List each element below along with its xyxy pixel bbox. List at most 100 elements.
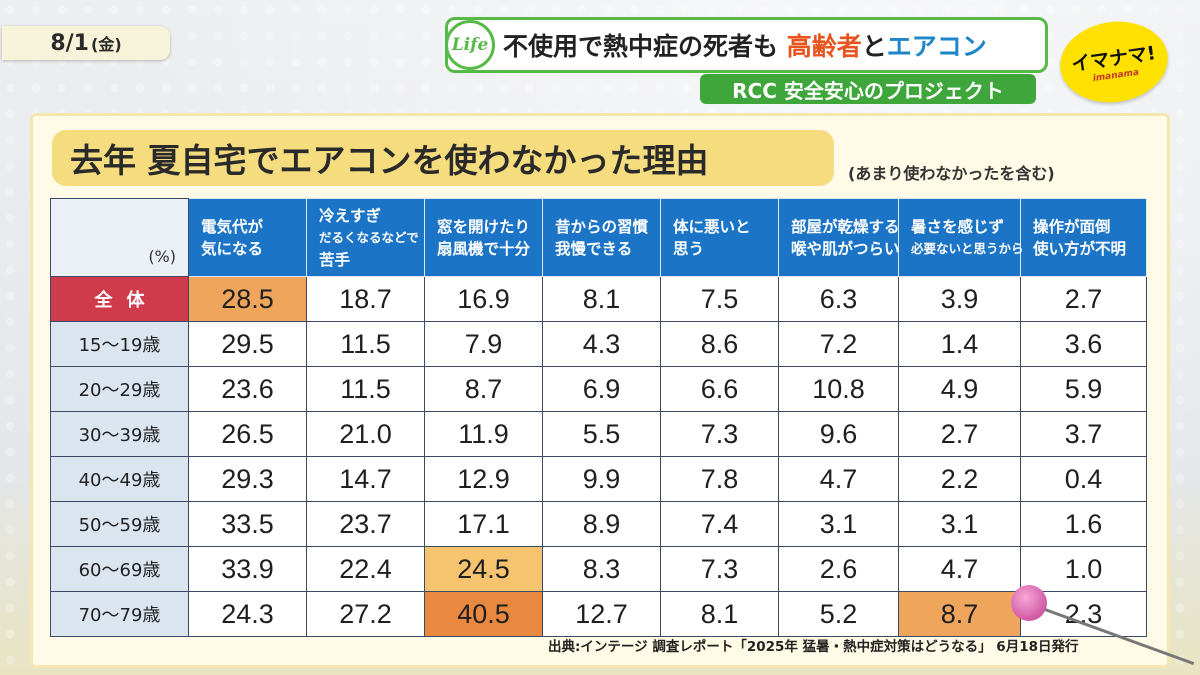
column-header-line: 我慢できる [555,239,633,258]
life-logo: Life [445,20,495,70]
row-label: 15〜19歳 [50,321,189,367]
data-cell: 21.0 [306,411,425,457]
row-label: 30〜39歳 [50,411,189,457]
data-cell: 6.9 [542,366,661,412]
survey-table: (%) 電気代が気になる 冷えすぎ だるくなるなどで 苦手 窓を開けたり 扇風機で十分 昔か… [50,198,1147,637]
column-header: 昔からの習慣 我慢できる [542,198,661,277]
data-cell: 12.7 [542,591,661,637]
data-cell: 2.7 [898,411,1021,457]
data-cell: 14.7 [306,456,425,502]
headline-particle: と [861,32,887,61]
data-cell: 10.8 [778,366,899,412]
data-cell: 27.2 [306,591,425,637]
headline-text: 不使用で熱中症の死者も 高齢者とエアコン [503,27,987,63]
date-weekday: (金) [91,35,122,54]
data-cell: 1.4 [898,321,1021,367]
data-cell: 12.9 [424,456,543,502]
data-cell: 16.9 [424,276,543,322]
data-cell: 3.6 [1020,321,1147,367]
data-cell: 3.9 [898,276,1021,322]
data-cell: 7.4 [660,501,779,547]
row-label: 全体 [50,276,189,322]
data-cell: 3.7 [1020,411,1147,457]
table-row: 15〜19歳 29.5 11.5 7.9 4.3 8.6 7.2 1.4 3.6 [50,321,1147,367]
data-cell: 3.1 [778,501,899,547]
column-header-line: 昔からの習慣 [555,217,649,236]
table-row: 70〜79歳 24.3 27.2 40.5 12.7 8.1 5.2 8.7 2.3 [50,591,1147,637]
table-row: 40〜49歳 29.3 14.7 12.9 9.9 7.8 4.7 2.2 0.4 [50,456,1147,502]
column-header: 冷えすぎ だるくなるなどで 苦手 [306,198,425,277]
column-header-line: 喉や肌がつらい [791,239,900,258]
data-cell: 4.3 [542,321,661,367]
headline-band: Life 不使用で熱中症の死者も 高齢者とエアコン [445,17,1048,73]
column-header-line: 冷えすぎ [319,206,382,225]
row-label: 40〜49歳 [50,456,189,502]
data-cell: 7.2 [778,321,899,367]
data-cell: 2.6 [778,546,899,592]
column-header: 窓を開けたり 扇風機で十分 [424,198,543,277]
chart-title: 去年 夏自宅でエアコンを使わなかった理由 [52,130,834,186]
data-cell: 33.5 [188,501,307,547]
data-cell: 1.6 [1020,501,1147,547]
column-header-line: 操作が面倒 [1033,217,1111,236]
column-header-line: 電気代が [201,217,264,236]
data-cell: 2.2 [898,456,1021,502]
table-row: 30〜39歳 26.5 21.0 11.9 5.5 7.3 9.6 2.7 3.7 [50,411,1147,457]
column-header: 体に悪いと 思う [660,198,779,277]
data-cell: 2.7 [1020,276,1147,322]
pointer-ball [1011,585,1047,621]
row-label: 50〜59歳 [50,501,189,547]
data-cell: 4.7 [898,546,1021,592]
table-header-row: (%) 電気代が気になる 冷えすぎ だるくなるなどで 苦手 窓を開けたり 扇風機で十分 昔か… [50,198,1147,277]
chart-subtitle: (あまり使わなかったを含む) [848,164,1055,183]
headline-highlight-aircon: エアコン [886,32,987,61]
data-cell: 18.7 [306,276,425,322]
column-header-line: 扇風機で十分 [437,239,531,258]
column-header-line: 部屋が乾燥する [791,217,900,236]
column-header: 操作が面倒使い方が不明 [1020,198,1147,277]
headline-highlight-elderly: 高齢者 [786,32,862,61]
data-cell: 8.9 [542,501,661,547]
data-cell: 5.9 [1020,366,1147,412]
data-cell: 24.5 [424,546,543,592]
data-cell: 40.5 [424,591,543,637]
data-cell: 8.3 [542,546,661,592]
data-cell: 28.5 [188,276,307,322]
data-cell: 8.1 [542,276,661,322]
data-cell: 26.5 [188,411,307,457]
data-cell: 8.1 [660,591,779,637]
data-cell: 8.7 [424,366,543,412]
column-header: 暑さを感じず必要ないと思うから [898,198,1024,277]
project-label: RCC 安全安心のプロジェクト [700,74,1036,104]
data-cell: 4.7 [778,456,899,502]
data-cell: 7.5 [660,276,779,322]
column-header-line: 必要ないと思うから [911,240,1024,256]
unit-label: (%) [50,198,189,277]
date-badge: 8/1 (金) [2,26,170,60]
data-cell: 23.6 [188,366,307,412]
data-cell: 3.1 [898,501,1021,547]
data-cell: 23.7 [306,501,425,547]
data-cell: 11.5 [306,321,425,367]
date-day: 8/1 [50,30,89,56]
column-header-line: 気になる [201,239,264,258]
table-row: 20〜29歳 23.6 11.5 8.7 6.9 6.6 10.8 4.9 5.9 [50,366,1147,412]
headline-main: 不使用で熱中症の死者も [503,32,779,61]
table-row-overall: 全体 28.5 18.7 16.9 8.1 7.5 6.3 3.9 2.7 [50,276,1147,322]
data-cell: 7.3 [660,546,779,592]
data-cell: 9.6 [778,411,899,457]
data-cell: 5.2 [778,591,899,637]
data-cell: 7.8 [660,456,779,502]
row-label: 60〜69歳 [50,546,189,592]
row-label: 20〜29歳 [50,366,189,412]
row-label: 70〜79歳 [50,591,189,637]
column-header-line: 体に悪いと [673,217,751,236]
data-cell: 22.4 [306,546,425,592]
column-header-line: 使い方が不明 [1033,239,1127,258]
column-header-line: 暑さを感じず [911,217,1005,236]
data-cell: 29.5 [188,321,307,367]
column-header-line: 思う [673,239,705,258]
data-cell: 5.5 [542,411,661,457]
table-row: 60〜69歳 33.9 22.4 24.5 8.3 7.3 2.6 4.7 1.0 [50,546,1147,592]
data-cell: 0.4 [1020,456,1147,502]
